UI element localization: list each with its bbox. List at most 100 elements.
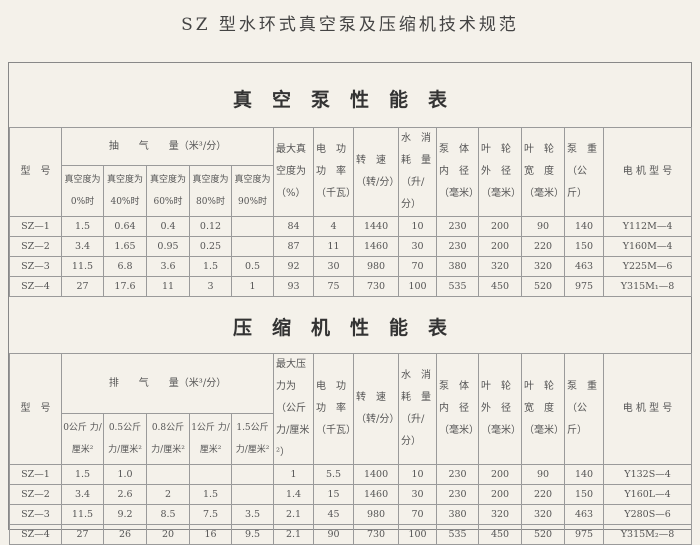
value-cell: 20 — [146, 524, 190, 545]
value-cell: 980 — [353, 504, 400, 525]
value-cell: 320 — [478, 504, 523, 525]
page-title: SZ 型水环式真空泵及压缩机技术规范 — [181, 15, 519, 35]
value-cell: 2.6 — [103, 484, 147, 505]
value-cell: 230 — [436, 464, 480, 485]
model-cell: SZ—4 — [9, 276, 62, 297]
value-cell — [230, 236, 275, 257]
value-cell: 230 — [436, 484, 480, 505]
header-motor: 电 机 型 号 — [603, 127, 693, 217]
value-cell: 0.64 — [103, 216, 147, 237]
motor-model-cell: Y132S—4 — [603, 464, 693, 485]
header-flow-col: 真空度为 0%时 — [61, 165, 104, 217]
value-cell: 0.12 — [189, 216, 232, 237]
value-cell: 730 — [353, 524, 400, 545]
value-cell: 200 — [478, 216, 523, 237]
header-flow-group: 抽 气 量（米³/分） — [60, 127, 275, 166]
motor-model-cell: Y315M₁—8 — [603, 276, 693, 297]
value-cell: 230 — [436, 236, 480, 257]
header-power: 电 功 功 率（千瓦） — [313, 127, 355, 217]
table-row: SZ—1 1.5 0.64 0.4 0.12 84 4 1440 10 230 200 90 140 Y1… — [9, 216, 693, 237]
header-body: 泵 体 内 径（毫米） — [436, 353, 480, 465]
table-row: SZ—2 3.4 2.6 2 1.5 1.4 15 1460 30 230 200 220 150 Y16… — [9, 484, 693, 505]
value-cell: 3 — [189, 276, 232, 297]
value-cell: 3.4 — [61, 236, 104, 257]
value-cell — [230, 464, 275, 485]
motor-model-cell: Y225M—6 — [603, 256, 693, 277]
value-cell: 1.4 — [273, 484, 315, 505]
value-cell: 1.5 — [189, 484, 232, 505]
header-model: 型 号 — [9, 127, 62, 217]
value-cell: 0.25 — [189, 236, 232, 257]
header-flow-col: 1.5公斤 力/厘米² — [230, 413, 275, 465]
value-cell: 1.5 — [61, 216, 104, 237]
header-body: 泵 体 内 径（毫米） — [436, 127, 480, 217]
value-cell: 100 — [398, 276, 438, 297]
header-flow-col: 真空度为 90%时 — [230, 165, 275, 217]
value-cell: 1460 — [353, 484, 400, 505]
value-cell: 30 — [398, 236, 438, 257]
vacuum-table-title: 真空泵性能表 — [232, 89, 467, 111]
header-speed: 转 速（转/分） — [353, 127, 400, 217]
value-cell: 140 — [564, 464, 605, 485]
header-model: 型 号 — [9, 353, 62, 465]
header-flow-group: 排 气 量（米³/分） — [60, 353, 275, 414]
value-cell: 1.0 — [103, 464, 147, 485]
motor-model-cell: Y315M₂—8 — [603, 524, 693, 545]
value-cell: 1400 — [353, 464, 400, 485]
value-cell: 200 — [478, 464, 523, 485]
value-cell: 730 — [353, 276, 400, 297]
value-cell: 0.95 — [146, 236, 190, 257]
header-width: 叶 轮 宽 度（毫米） — [521, 127, 566, 217]
compressor-table: 型 号排 气 量（米³/分） 最大压力为（公斤力/厘米²）电 功 功 率（千瓦）转… — [9, 353, 693, 545]
value-cell — [230, 216, 275, 237]
value-cell: 140 — [564, 216, 605, 237]
value-cell: 1 — [230, 276, 275, 297]
value-cell: 450 — [478, 524, 523, 545]
value-cell: 3.5 — [230, 504, 275, 525]
value-cell: 8.5 — [146, 504, 190, 525]
value-cell: 5.5 — [313, 464, 355, 485]
table-row: SZ—2 3.4 1.65 0.95 0.25 87 11 1460 30 230 200 220 15… — [9, 236, 693, 257]
value-cell: 84 — [273, 216, 315, 237]
table-row: SZ—4 27 17.6 11 3 1 93 75 730 100 535 450 520 975 Y315… — [9, 276, 693, 297]
value-cell: 150 — [564, 484, 605, 505]
value-cell: 16 — [189, 524, 232, 545]
value-cell: 100 — [398, 524, 438, 545]
value-cell: 220 — [521, 484, 566, 505]
value-cell — [146, 464, 190, 485]
value-cell: 93 — [273, 276, 315, 297]
header-width: 叶 轮 宽 度（毫米） — [521, 353, 566, 465]
value-cell: 11.5 — [61, 504, 104, 525]
value-cell: 230 — [436, 216, 480, 237]
value-cell: 463 — [564, 504, 605, 525]
value-cell: 10 — [398, 216, 438, 237]
header-power: 电 功 功 率（千瓦） — [313, 353, 355, 465]
value-cell — [189, 464, 232, 485]
value-cell: 70 — [398, 504, 438, 525]
value-cell: 45 — [313, 504, 355, 525]
value-cell: 535 — [436, 276, 480, 297]
model-cell: SZ—1 — [9, 464, 62, 485]
value-cell: 11.5 — [61, 256, 104, 277]
value-cell: 980 — [353, 256, 400, 277]
header-weight: 泵 重（公斤） — [564, 127, 605, 217]
value-cell: 1.5 — [189, 256, 232, 277]
model-cell: SZ—2 — [9, 236, 62, 257]
value-cell: 975 — [564, 524, 605, 545]
header-water: 水 消 耗 量（升/分） — [398, 353, 438, 465]
value-cell: 90 — [521, 216, 566, 237]
value-cell: 535 — [436, 524, 480, 545]
value-cell — [230, 484, 275, 505]
value-cell: 1.5 — [61, 464, 104, 485]
value-cell: 10 — [398, 464, 438, 485]
value-cell: 200 — [478, 236, 523, 257]
value-cell: 90 — [521, 464, 566, 485]
value-cell: 450 — [478, 276, 523, 297]
header-water: 水 消 耗 量（升/分） — [398, 127, 438, 217]
header-od: 叶 轮 外 径（毫米） — [478, 127, 523, 217]
value-cell: 92 — [273, 256, 315, 277]
model-cell: SZ—3 — [9, 504, 62, 525]
model-cell: SZ—4 — [9, 524, 62, 545]
value-cell: 75 — [313, 276, 355, 297]
header-flow-col: 真空度为 80%时 — [189, 165, 232, 217]
